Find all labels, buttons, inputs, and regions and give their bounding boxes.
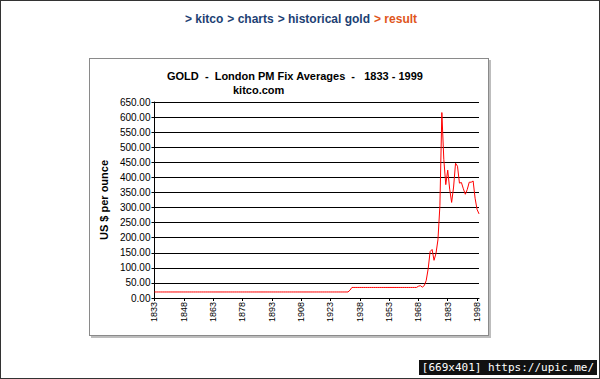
svg-text:1968: 1968 <box>413 302 423 322</box>
svg-text:600.00: 600.00 <box>120 112 151 123</box>
svg-text:400.00: 400.00 <box>120 172 151 183</box>
html-text:[669x401] https://upic.me/: [669x401] https://upic.me/ <box>421 361 594 374</box>
svg-text:1863: 1863 <box>208 302 218 322</box>
svg-text:500.00: 500.00 <box>120 142 151 153</box>
svg-text:kitco.com: kitco.com <box>233 84 285 96</box>
svg-text:550.00: 550.00 <box>120 127 151 138</box>
svg-text:50.00: 50.00 <box>125 277 150 288</box>
svg-text:1983: 1983 <box>443 302 453 322</box>
svg-text:1938: 1938 <box>355 302 365 322</box>
svg-text:350.00: 350.00 <box>120 187 151 198</box>
svg-text:GOLD - London PM Fix Average: GOLD - London PM Fix Averages - 1833 - 1… <box>167 70 423 82</box>
svg-text:1893: 1893 <box>267 302 277 322</box>
html-text:> kitco > charts > historical: > kitco > charts > historical gold > res… <box>184 12 417 26</box>
svg-text:450.00: 450.00 <box>120 157 151 168</box>
svg-text:1953: 1953 <box>384 302 394 322</box>
svg-text:1848: 1848 <box>179 302 189 322</box>
svg-text:1998: 1998 <box>472 302 482 322</box>
svg-text:200.00: 200.00 <box>120 232 151 243</box>
svg-text:1908: 1908 <box>296 302 306 322</box>
svg-text:0.00: 0.00 <box>131 293 151 304</box>
svg-text:1923: 1923 <box>325 302 335 322</box>
svg-text:1833: 1833 <box>149 302 159 322</box>
svg-text:1878: 1878 <box>237 302 247 322</box>
svg-text:US $ per ounce: US $ per ounce <box>98 160 110 240</box>
svg-text:150.00: 150.00 <box>120 247 151 258</box>
svg-text:300.00: 300.00 <box>120 202 151 213</box>
svg-text:100.00: 100.00 <box>120 262 151 273</box>
svg-text:650.00: 650.00 <box>120 97 151 108</box>
svg-text:250.00: 250.00 <box>120 217 151 228</box>
